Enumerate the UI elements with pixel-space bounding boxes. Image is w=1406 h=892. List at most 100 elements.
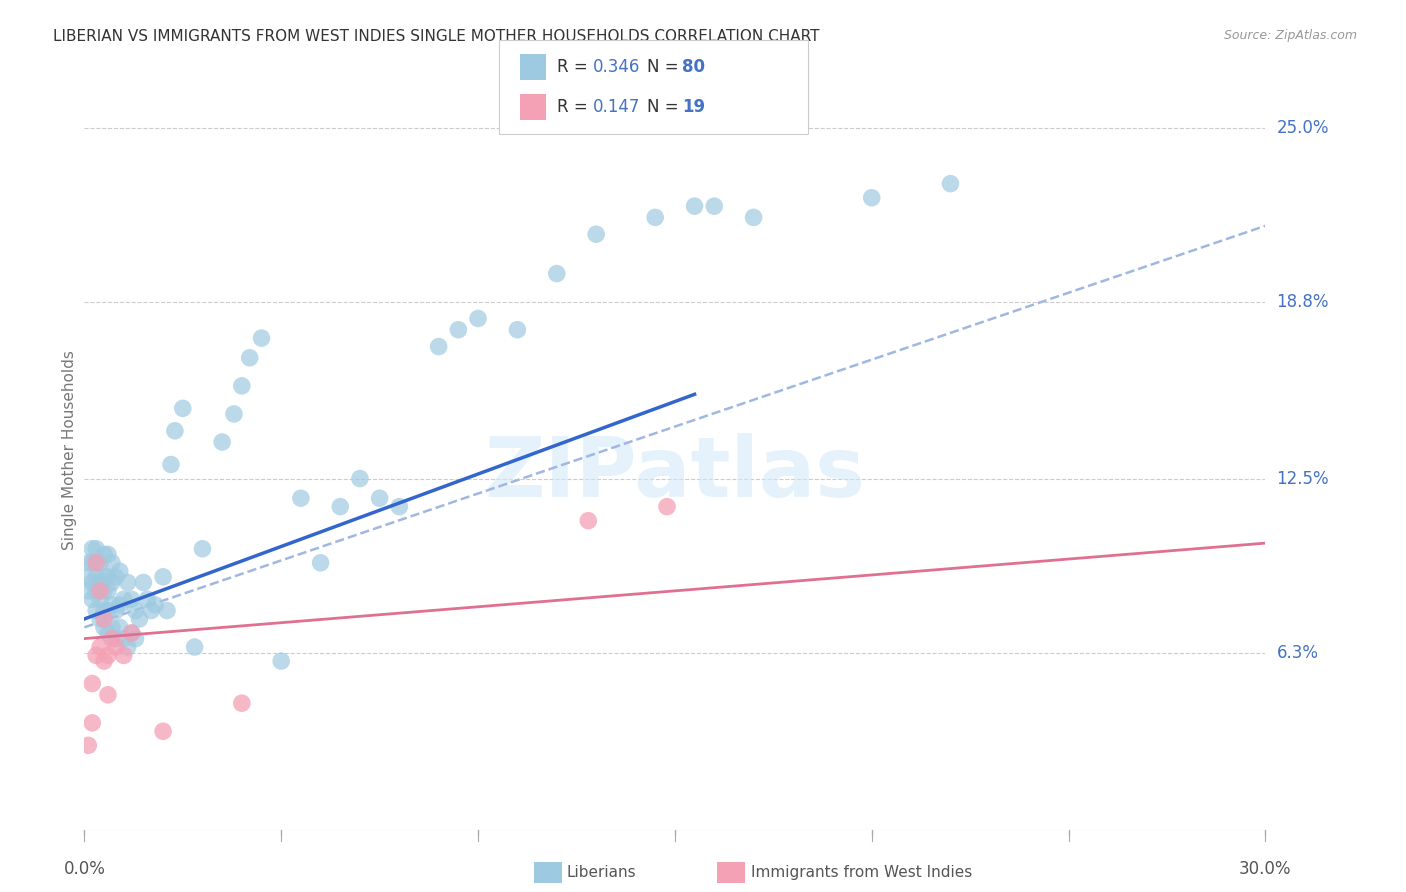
- Point: [143, 598, 166, 612]
- Point: [467, 311, 489, 326]
- Point: [89, 556, 111, 570]
- Point: [576, 514, 599, 528]
- Point: [97, 626, 120, 640]
- Point: [191, 541, 214, 556]
- Point: [270, 654, 292, 668]
- Point: [112, 592, 135, 607]
- Text: R =: R =: [557, 98, 593, 116]
- Point: [152, 570, 174, 584]
- Point: [93, 612, 115, 626]
- Point: [160, 458, 183, 472]
- Point: [89, 575, 111, 590]
- Point: [97, 688, 120, 702]
- Text: Immigrants from West Indies: Immigrants from West Indies: [751, 865, 972, 880]
- Point: [82, 676, 104, 690]
- Point: [93, 603, 115, 617]
- Point: [77, 739, 100, 753]
- Text: 19: 19: [682, 98, 704, 116]
- Point: [104, 603, 127, 617]
- Text: 6.3%: 6.3%: [1277, 644, 1319, 662]
- Point: [97, 603, 120, 617]
- Point: [112, 648, 135, 663]
- Point: [108, 598, 131, 612]
- Point: [860, 191, 883, 205]
- Text: 0.0%: 0.0%: [63, 860, 105, 878]
- Point: [231, 696, 253, 710]
- Point: [93, 654, 115, 668]
- Point: [124, 632, 146, 646]
- Point: [742, 211, 765, 225]
- Point: [655, 500, 678, 514]
- Text: 0.346: 0.346: [593, 58, 641, 76]
- Point: [644, 211, 666, 225]
- Point: [290, 491, 312, 506]
- Text: R =: R =: [557, 58, 593, 76]
- Point: [156, 603, 179, 617]
- Text: 12.5%: 12.5%: [1277, 469, 1329, 488]
- Point: [82, 575, 104, 590]
- Text: 25.0%: 25.0%: [1277, 119, 1329, 136]
- Point: [77, 583, 100, 598]
- Text: ZIPatlas: ZIPatlas: [485, 433, 865, 514]
- Point: [108, 564, 131, 578]
- Point: [309, 556, 332, 570]
- Point: [82, 592, 104, 607]
- Point: [108, 620, 131, 634]
- Point: [163, 424, 186, 438]
- Point: [84, 556, 107, 570]
- Point: [84, 583, 107, 598]
- Text: 80: 80: [682, 58, 704, 76]
- Point: [128, 612, 150, 626]
- Point: [546, 267, 568, 281]
- Point: [97, 648, 120, 663]
- Point: [77, 556, 100, 570]
- Point: [117, 640, 139, 654]
- Text: Source: ZipAtlas.com: Source: ZipAtlas.com: [1223, 29, 1357, 42]
- Point: [124, 603, 146, 617]
- Point: [211, 435, 233, 450]
- Point: [84, 603, 107, 617]
- Text: 30.0%: 30.0%: [1239, 860, 1292, 878]
- Point: [104, 640, 127, 654]
- Point: [84, 556, 107, 570]
- Text: 18.8%: 18.8%: [1277, 293, 1329, 310]
- Point: [427, 340, 450, 354]
- Point: [368, 491, 391, 506]
- Point: [183, 640, 205, 654]
- Point: [89, 612, 111, 626]
- Point: [82, 556, 104, 570]
- Point: [82, 715, 104, 730]
- Point: [89, 592, 111, 607]
- Point: [683, 199, 706, 213]
- Point: [97, 570, 120, 584]
- Point: [82, 541, 104, 556]
- Point: [104, 570, 127, 584]
- Point: [172, 401, 194, 416]
- Point: [388, 500, 411, 514]
- Point: [703, 199, 725, 213]
- Point: [101, 556, 124, 570]
- Point: [89, 640, 111, 654]
- Text: 0.147: 0.147: [593, 98, 641, 116]
- Point: [97, 547, 120, 561]
- Point: [93, 547, 115, 561]
- Point: [101, 620, 124, 634]
- Point: [349, 471, 371, 485]
- Point: [101, 575, 124, 590]
- Point: [93, 620, 115, 634]
- Point: [112, 632, 135, 646]
- Point: [93, 570, 115, 584]
- Point: [121, 626, 143, 640]
- Point: [939, 177, 962, 191]
- Point: [93, 583, 115, 598]
- Text: N =: N =: [647, 58, 683, 76]
- Point: [84, 570, 107, 584]
- Text: LIBERIAN VS IMMIGRANTS FROM WEST INDIES SINGLE MOTHER HOUSEHOLDS CORRELATION CHA: LIBERIAN VS IMMIGRANTS FROM WEST INDIES …: [53, 29, 820, 44]
- Point: [231, 379, 253, 393]
- Point: [250, 331, 273, 345]
- Point: [77, 570, 100, 584]
- Point: [101, 598, 124, 612]
- Point: [329, 500, 352, 514]
- Point: [222, 407, 245, 421]
- Point: [141, 603, 163, 617]
